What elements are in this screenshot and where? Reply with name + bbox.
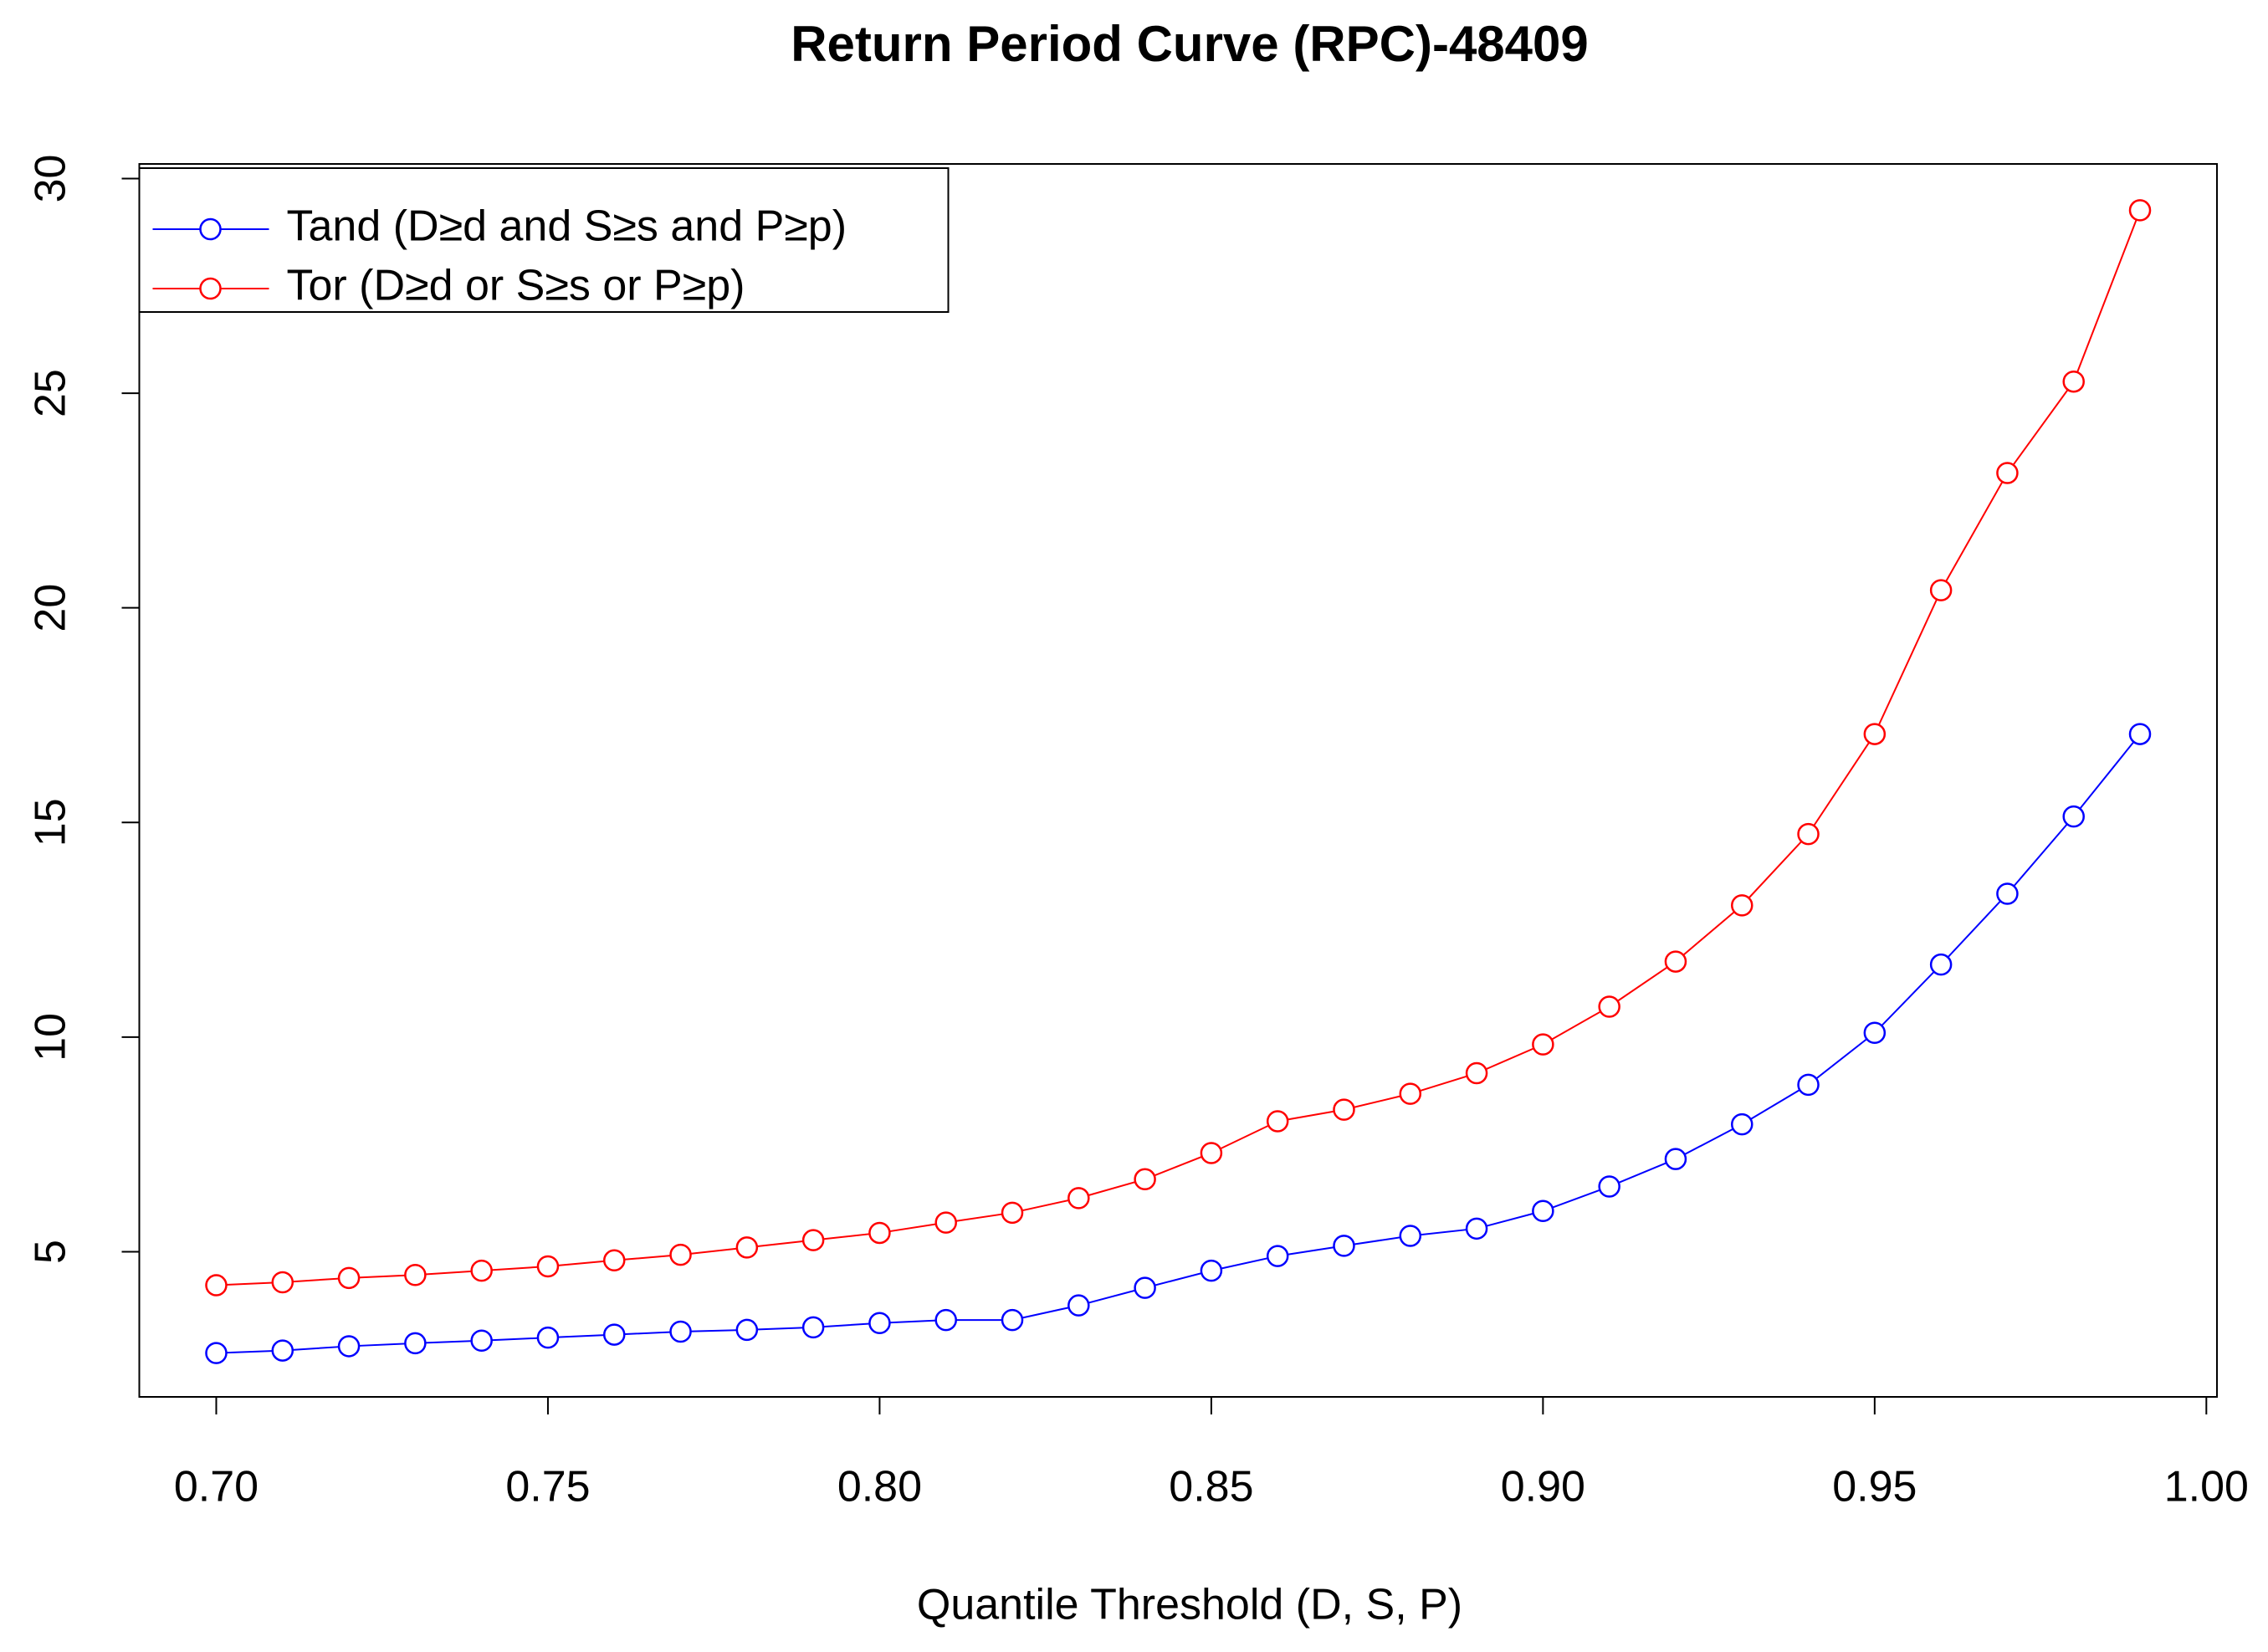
data-point xyxy=(1664,1148,1687,1170)
data-point xyxy=(1200,1142,1223,1164)
series-line xyxy=(216,210,2141,1286)
data-point xyxy=(868,1221,891,1245)
data-point xyxy=(934,1308,957,1332)
data-point xyxy=(1134,1168,1156,1191)
data-point xyxy=(536,1326,560,1349)
data-point xyxy=(271,1271,294,1294)
data-point xyxy=(1200,1259,1223,1282)
legend: Tand (D≥d and S≥s and P≥p) Tor (D≥d or S≥… xyxy=(138,167,950,313)
x-tick-label: 0.70 xyxy=(174,1463,259,1511)
data-point xyxy=(2062,805,2085,828)
y-tick-label: 20 xyxy=(27,584,75,632)
legend-box xyxy=(138,167,950,313)
data-point xyxy=(1797,1073,1820,1097)
legend-marker xyxy=(199,277,222,300)
data-point xyxy=(669,1320,692,1343)
x-tick-label: 0.75 xyxy=(505,1463,590,1511)
data-point xyxy=(1001,1308,1024,1332)
plot-frame xyxy=(138,163,2218,1398)
data-point xyxy=(1266,1245,1289,1267)
data-point xyxy=(2128,723,2152,745)
data-point xyxy=(205,1342,228,1364)
data-point xyxy=(1996,462,2019,484)
data-point xyxy=(271,1339,294,1362)
data-point xyxy=(1399,1082,1422,1105)
data-point xyxy=(1134,1276,1156,1299)
data-point xyxy=(1598,1175,1620,1198)
data-point xyxy=(735,1236,759,1259)
data-point xyxy=(1465,1061,1488,1085)
data-point xyxy=(1598,995,1620,1018)
data-point xyxy=(1333,1098,1355,1121)
x-tick-label: 0.80 xyxy=(837,1463,922,1511)
x-axis-label: Quantile Threshold (D, S, P) xyxy=(917,1581,1462,1629)
data-point xyxy=(602,1323,626,1346)
series-line xyxy=(216,733,2141,1354)
data-point xyxy=(1731,894,1753,917)
data-point xyxy=(1532,1033,1554,1056)
data-point xyxy=(669,1243,692,1266)
data-point xyxy=(735,1318,759,1342)
legend-marker xyxy=(199,217,222,241)
data-point xyxy=(1532,1199,1554,1223)
data-point xyxy=(1929,953,1953,976)
y-tick-label: 30 xyxy=(27,155,75,203)
data-point xyxy=(801,1316,825,1339)
y-tick-label: 25 xyxy=(27,369,75,417)
legend-label: Tor (D≥d or S≥s or P≥p) xyxy=(287,262,745,310)
data-point xyxy=(1399,1225,1422,1247)
data-point xyxy=(205,1274,228,1297)
data-point xyxy=(1731,1112,1753,1136)
data-point xyxy=(1333,1235,1355,1257)
data-point xyxy=(1465,1217,1488,1240)
data-point xyxy=(470,1259,493,1282)
y-tick-label: 10 xyxy=(27,1013,75,1061)
chart-title: Return Period Curve (RPC)-48409 xyxy=(791,16,1589,72)
x-tick-label: 0.85 xyxy=(1169,1463,1253,1511)
y-tick-label: 5 xyxy=(27,1240,75,1264)
x-tick-label: 0.90 xyxy=(1501,1463,1585,1511)
x-tick-label: 1.00 xyxy=(2164,1463,2249,1511)
data-point xyxy=(536,1255,560,1278)
legend-label: Tand (D≥d and S≥s and P≥p) xyxy=(287,202,847,251)
data-point xyxy=(1067,1294,1090,1317)
data-point xyxy=(868,1312,891,1334)
data-point xyxy=(1001,1201,1024,1225)
y-tick-label: 15 xyxy=(27,798,75,846)
data-point xyxy=(602,1249,626,1272)
data-point xyxy=(1067,1187,1090,1210)
data-point xyxy=(337,1335,361,1358)
data-point xyxy=(1996,882,2019,905)
data-point xyxy=(801,1229,825,1251)
data-point xyxy=(404,1332,427,1355)
data-point xyxy=(404,1263,427,1286)
data-point xyxy=(1863,723,1887,745)
data-point xyxy=(337,1266,361,1290)
data-point xyxy=(1863,1021,1887,1045)
data-point xyxy=(1664,950,1687,973)
data-point xyxy=(2128,199,2152,222)
data-point xyxy=(1929,579,1953,601)
x-tick-label: 0.95 xyxy=(1832,1463,1917,1511)
data-point xyxy=(1266,1110,1289,1133)
data-point xyxy=(470,1329,493,1353)
data-point xyxy=(2062,370,2085,393)
data-point xyxy=(1797,822,1820,846)
data-point xyxy=(934,1211,957,1234)
